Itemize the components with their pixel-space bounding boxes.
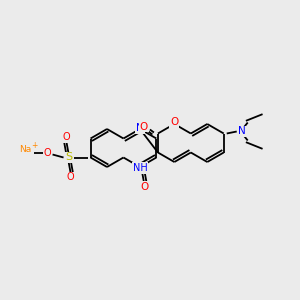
Text: N: N [136, 123, 144, 133]
Text: O: O [140, 122, 148, 131]
Text: NH: NH [133, 163, 147, 173]
Text: +: + [32, 141, 38, 150]
Text: O: O [170, 117, 178, 127]
Text: N: N [238, 127, 246, 136]
Text: O: O [141, 182, 149, 192]
Text: Na: Na [20, 145, 32, 154]
Text: O: O [170, 118, 178, 128]
Text: O: O [63, 133, 70, 142]
Text: S: S [65, 152, 72, 163]
Text: O: O [44, 148, 51, 158]
Text: O: O [67, 172, 74, 182]
